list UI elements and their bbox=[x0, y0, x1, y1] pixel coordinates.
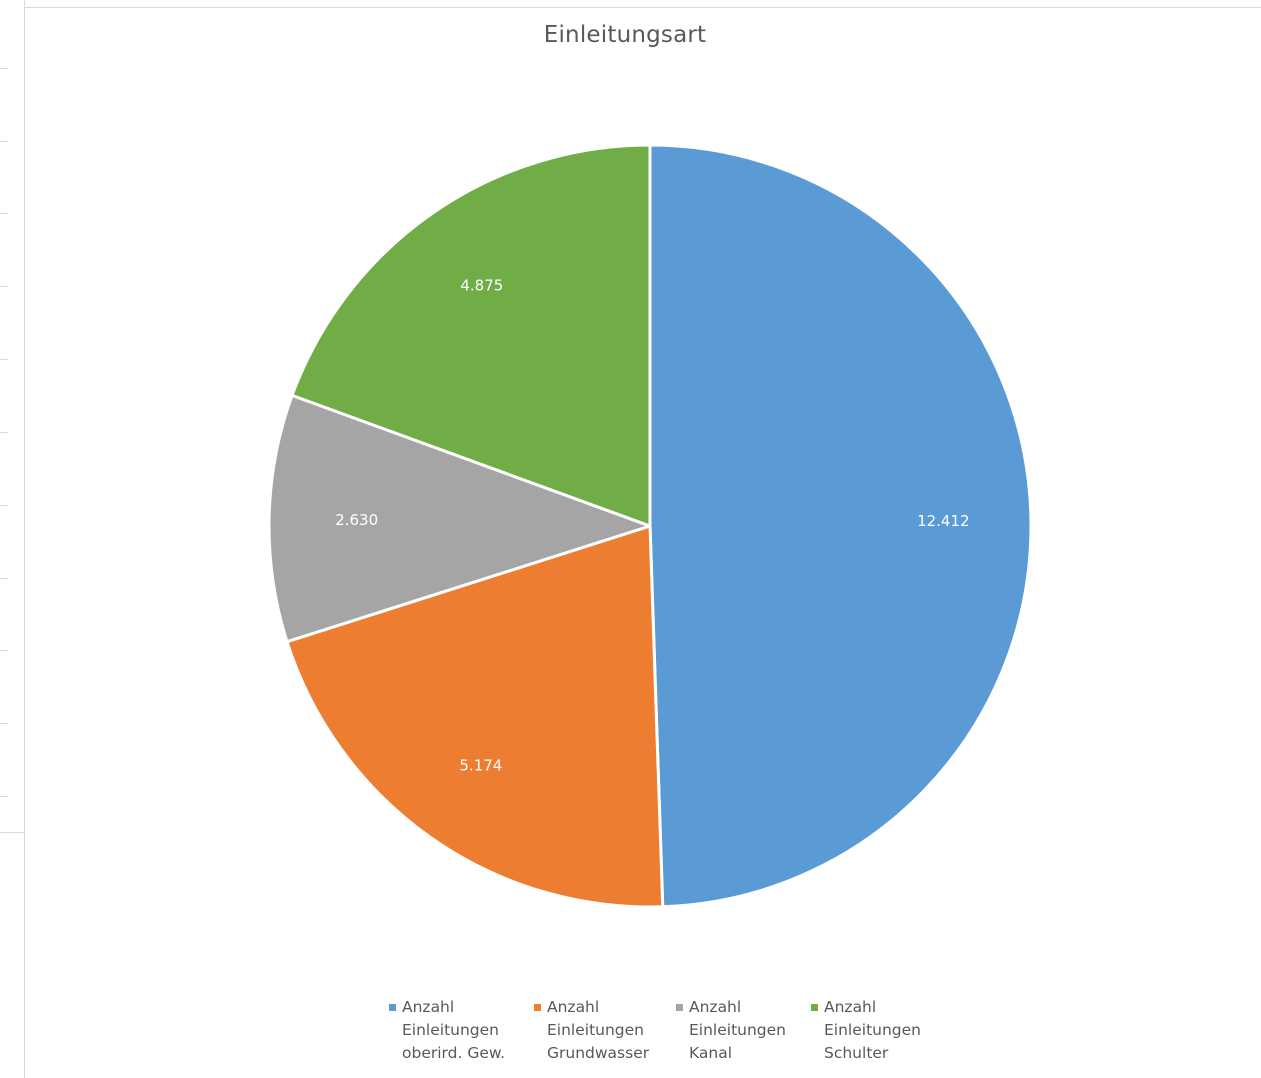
chart-title: Einleitungsart bbox=[543, 22, 707, 48]
row-divider bbox=[0, 505, 8, 506]
legend-item-schulter[interactable]: Anzahl Einleitungen Schulter bbox=[811, 996, 942, 1065]
legend-label: Anzahl Einleitungen Schulter bbox=[824, 998, 921, 1062]
pie-slice-kanal[interactable] bbox=[267, 393, 652, 644]
row-divider bbox=[0, 213, 8, 214]
legend-item-kanal[interactable]: Anzahl Einleitungen Kanal bbox=[676, 996, 807, 1065]
legend-swatch bbox=[389, 1004, 396, 1011]
legend-label: Anzahl Einleitungen oberird. Gew. bbox=[402, 998, 506, 1062]
row-divider bbox=[0, 650, 8, 651]
legend-label: Anzahl Einleitungen Kanal bbox=[689, 998, 786, 1062]
chart-legend: Anzahl Einleitungen oberird. Gew. Anzahl… bbox=[0, 996, 1261, 1076]
legend-swatch bbox=[811, 1004, 818, 1011]
data-label-kanal: 2.630 bbox=[335, 511, 378, 529]
row-divider bbox=[0, 141, 8, 142]
spreadsheet-row-gutter bbox=[0, 0, 25, 1078]
data-label-oberird-gew: 12.412 bbox=[917, 512, 970, 530]
data-label-schulter: 4.875 bbox=[460, 277, 503, 295]
row-divider bbox=[0, 578, 8, 579]
pie-slice-grundwasser[interactable] bbox=[285, 524, 665, 909]
row-divider bbox=[0, 796, 8, 797]
row-divider bbox=[0, 359, 8, 360]
row-divider bbox=[0, 286, 8, 287]
legend-item-oberird-gew[interactable]: Anzahl Einleitungen oberird. Gew. bbox=[389, 996, 520, 1065]
pie-data-labels: 12.412 5.174 2.630 4.875 bbox=[335, 277, 969, 775]
pie-slice-schulter[interactable] bbox=[290, 143, 652, 528]
row-divider bbox=[0, 432, 8, 433]
legend-item-grundwasser[interactable]: Anzahl Einleitungen Grundwasser bbox=[534, 996, 665, 1065]
row-divider bbox=[0, 723, 8, 724]
legend-swatch bbox=[676, 1004, 683, 1011]
legend-label: Anzahl Einleitungen Grundwasser bbox=[547, 998, 650, 1062]
pie-slices bbox=[267, 143, 1033, 909]
pie-slice-oberird-gew[interactable] bbox=[648, 143, 1033, 909]
chart-border bbox=[24, 7, 1261, 8]
row-divider bbox=[0, 68, 8, 69]
data-label-grundwasser: 5.174 bbox=[459, 757, 502, 775]
legend-swatch bbox=[534, 1004, 541, 1011]
row-divider bbox=[0, 832, 24, 833]
